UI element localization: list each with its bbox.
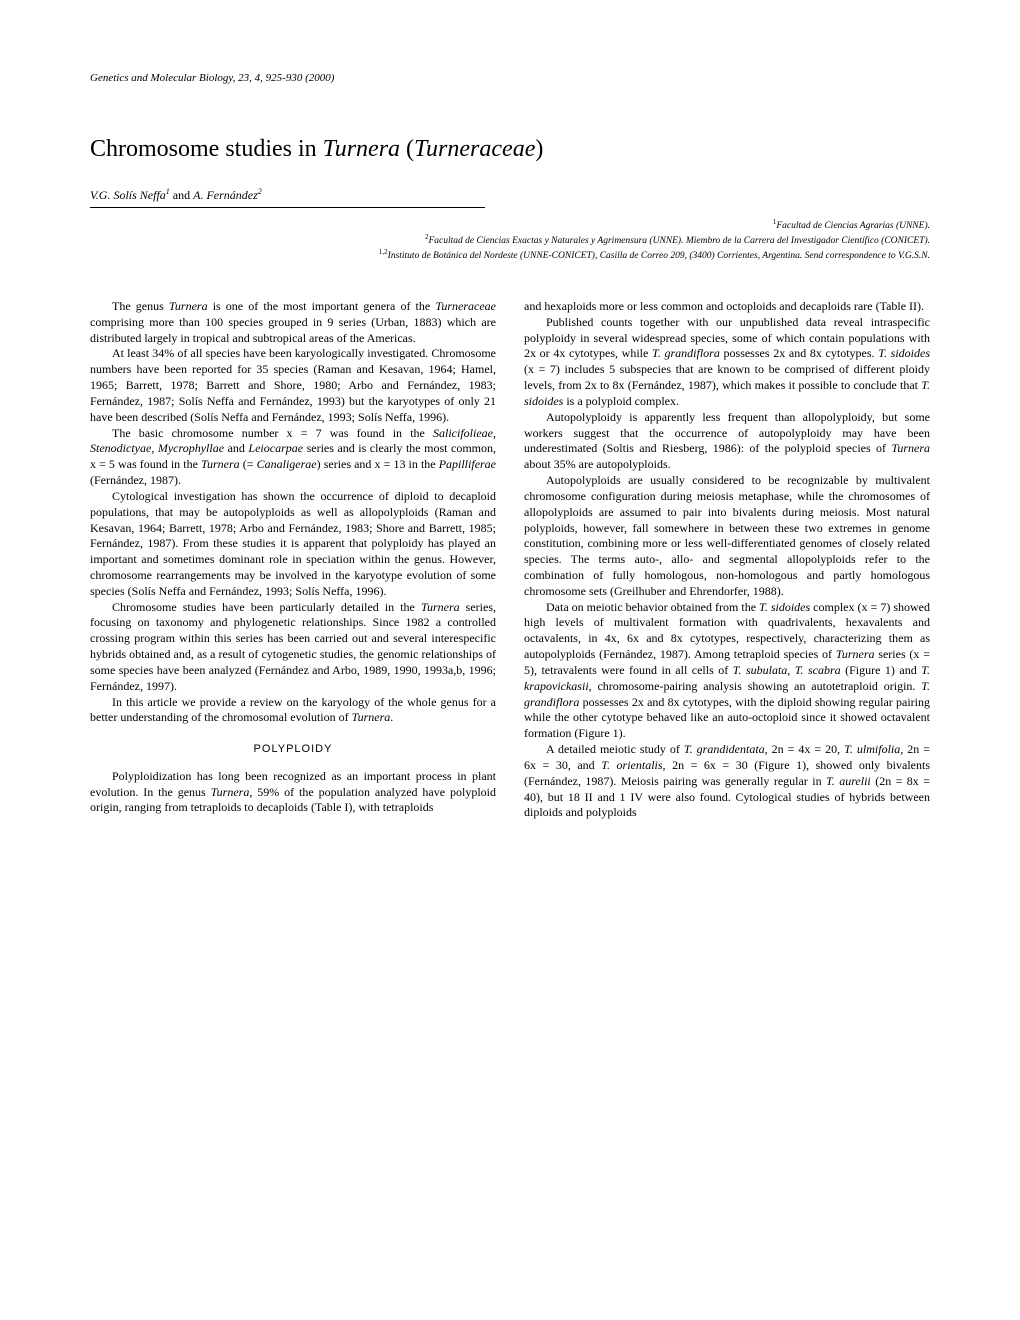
text-run: The basic chromosome number x = 7 was fo… <box>112 426 433 440</box>
title-part: ( <box>400 136 414 162</box>
text-run: ) series and x = 13 in the <box>317 457 439 471</box>
affiliation-text: Facultad de Ciencias Agrarias (UNNE). <box>776 221 930 231</box>
affiliation-line: 1,2Instituto de Botánica del Nordeste (U… <box>90 248 930 263</box>
affiliation-line: 2Facultad de Ciencias Exactas y Naturale… <box>90 233 930 248</box>
article-title: Chromosome studies in Turnera (Turnerace… <box>90 136 930 163</box>
italic-run: T. subulata <box>733 663 788 677</box>
text-run: is a polyploid complex. <box>563 394 679 408</box>
text-run: Chromosome studies have been particularl… <box>112 600 421 614</box>
body-paragraph: The basic chromosome number x = 7 was fo… <box>90 426 496 489</box>
italic-run: T. ulmifolia, <box>844 742 903 756</box>
text-run: , chromosome-pairing analysis showing an… <box>589 679 922 693</box>
body-paragraph: Cytological investigation has shown the … <box>90 489 496 600</box>
text-run: (Fernández, 1987). <box>90 473 181 487</box>
text-run: (Figure 1) and <box>841 663 922 677</box>
text-run: The genus <box>112 299 169 313</box>
affiliation-sup: 1,2 <box>379 248 388 256</box>
author-sup: 2 <box>258 187 262 196</box>
italic-run: Turnera <box>891 441 930 455</box>
body-paragraph: Data on meiotic behavior obtained from t… <box>524 600 930 742</box>
italic-run: T. orientalis, <box>601 758 665 772</box>
journal-header: Genetics and Molecular Biology, 23, 4, 9… <box>90 72 930 84</box>
italic-run: T. grandiflora <box>652 346 720 360</box>
italic-run: Turnera <box>352 710 391 724</box>
left-column: The genus Turnera is one of the most imp… <box>90 299 496 821</box>
body-paragraph: Polyploidization has long been recognize… <box>90 769 496 816</box>
text-run: tetravalents were found in all cells of <box>537 663 733 677</box>
text-run: possesses 2x and 8x cytotypes. <box>720 346 878 360</box>
body-paragraph: Chromosome studies have been particularl… <box>90 600 496 695</box>
text-run: possesses 2x and 8x cytotypes, with the … <box>524 695 930 741</box>
italic-run: Mycrophyllae <box>158 441 224 455</box>
authors-line: V.G. Solís Neffa1 and A. Fernández2 <box>90 187 485 208</box>
text-run: about 35% are autopolyploids. <box>524 457 671 471</box>
title-part: ) <box>535 136 543 162</box>
italic-run: Turnera <box>421 600 460 614</box>
italic-run: Turnera <box>836 647 875 661</box>
author-name: A. Fernández <box>193 188 258 202</box>
body-paragraph: Autopolyploidy is apparently less freque… <box>524 410 930 473</box>
italic-run: Stenodictyae <box>90 441 151 455</box>
italic-run: Turnera, <box>211 785 253 799</box>
title-italic: Turnera <box>323 136 400 162</box>
body-paragraph: Published counts together with our unpub… <box>524 315 930 410</box>
text-run: (x = 7) includes 5 subspecies that are k… <box>524 362 930 392</box>
italic-run: T. sidoides <box>878 346 930 360</box>
title-italic: Turneraceae <box>414 136 535 162</box>
body-paragraph: At least 34% of all species have been ka… <box>90 346 496 425</box>
body-paragraph: The genus Turnera is one of the most imp… <box>90 299 496 346</box>
body-paragraph: Autopolyploids are usually considered to… <box>524 473 930 600</box>
text-run: (= <box>240 457 257 471</box>
affiliation-line: 1Facultad de Ciencias Agrarias (UNNE). <box>90 218 930 233</box>
italic-run: T. scabra <box>795 663 841 677</box>
text-run: comprising more than 100 species grouped… <box>90 315 496 345</box>
italic-run: Papilliferae <box>439 457 496 471</box>
italic-run: Turnera <box>169 299 208 313</box>
body-paragraph: and hexaploids more or less common and o… <box>524 299 930 315</box>
author-separator: and <box>170 188 193 202</box>
body-paragraph: In this article we provide a review on t… <box>90 695 496 727</box>
author-name: V.G. Solís Neffa <box>90 188 166 202</box>
text-run: , <box>787 663 794 677</box>
italic-run: Salicifolieae <box>433 426 493 440</box>
body-paragraph: A detailed meiotic study of T. grandiden… <box>524 742 930 821</box>
affiliation-text: Instituto de Botánica del Nordeste (UNNE… <box>388 251 930 261</box>
text-run: In this article we provide a review on t… <box>90 695 496 725</box>
italic-run: Canaligerae <box>257 457 317 471</box>
text-run: is one of the most important genera of t… <box>208 299 436 313</box>
text-run: and <box>224 441 248 455</box>
affiliations-block: 1Facultad de Ciencias Agrarias (UNNE). 2… <box>90 218 930 263</box>
two-column-body: The genus Turnera is one of the most imp… <box>90 299 930 821</box>
right-column: and hexaploids more or less common and o… <box>524 299 930 821</box>
italic-run: T. aurelii <box>826 774 871 788</box>
text-run: , <box>493 426 496 440</box>
italic-run: Leiocarpae <box>248 441 303 455</box>
section-heading-polyploidy: POLYPLOIDY <box>90 742 496 757</box>
text-run: Autopolyploidy is apparently less freque… <box>524 410 930 456</box>
italic-run: T. sidoides <box>759 600 810 614</box>
text-run: 2n = 4x = 20, <box>768 742 844 756</box>
text-run: Data on meiotic behavior obtained from t… <box>546 600 759 614</box>
affiliation-text: Facultad de Ciencias Exactas y Naturales… <box>428 236 930 246</box>
italic-run: T. grandidentata, <box>684 742 768 756</box>
text-run: A detailed meiotic study of <box>546 742 684 756</box>
text-run: . <box>390 710 393 724</box>
title-part: Chromosome studies in <box>90 136 323 162</box>
italic-run: Turnera <box>201 457 240 471</box>
italic-run: Turneraceae <box>435 299 496 313</box>
